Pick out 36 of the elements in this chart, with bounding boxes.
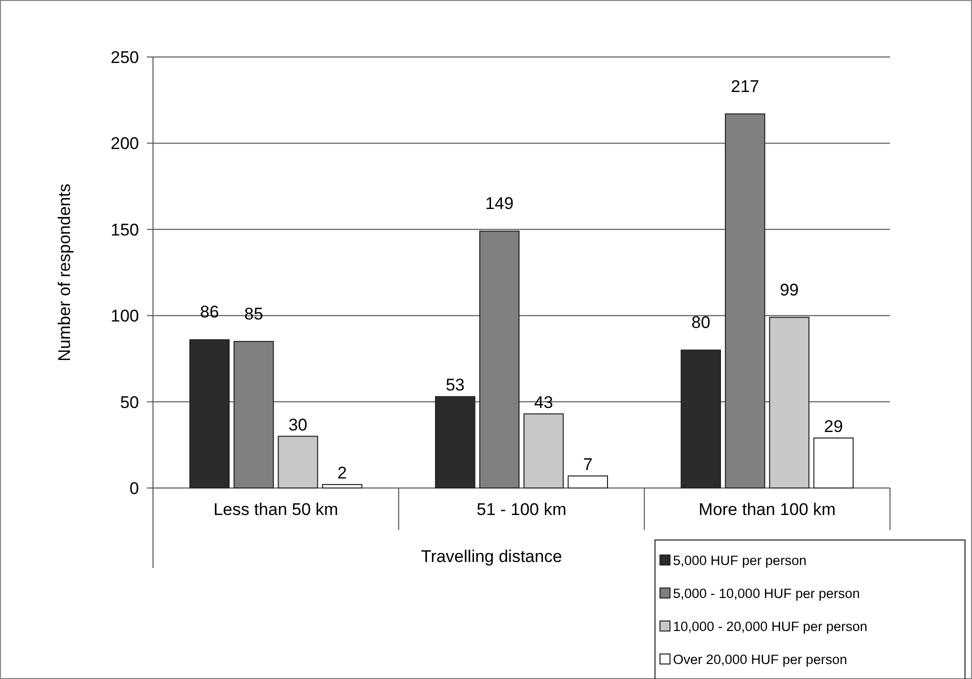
y-tick-label: 0 bbox=[130, 479, 139, 498]
bar bbox=[278, 436, 318, 488]
y-tick-label: 250 bbox=[110, 48, 139, 67]
x-tick-label: More than 100 km bbox=[698, 500, 836, 519]
data-label: 80 bbox=[691, 313, 710, 332]
y-axis-title: Number of respondents bbox=[55, 184, 74, 362]
data-label: 149 bbox=[485, 194, 514, 214]
bar bbox=[769, 316, 810, 488]
bar bbox=[568, 475, 608, 488]
bar bbox=[322, 484, 362, 488]
bar bbox=[724, 113, 766, 488]
bar bbox=[435, 396, 476, 488]
legend-label: 10,000 - 20,000 HUF per person bbox=[673, 619, 868, 634]
data-label: 7 bbox=[583, 454, 593, 474]
data-label: 99 bbox=[780, 280, 799, 300]
x-tick-label: 51 - 100 km bbox=[476, 500, 566, 519]
data-label: 29 bbox=[824, 417, 843, 436]
legend-label: 5,000 - 10,000 HUF per person bbox=[673, 586, 860, 601]
bar bbox=[189, 339, 230, 488]
y-tick-label: 100 bbox=[110, 306, 139, 326]
y-tick-label: 50 bbox=[120, 392, 139, 412]
legend-label: Over 20,000 HUF per person bbox=[673, 652, 848, 667]
bar bbox=[523, 413, 564, 488]
bar bbox=[234, 340, 274, 488]
data-label: 53 bbox=[446, 376, 465, 395]
x-axis-title: Travelling distance bbox=[420, 547, 562, 566]
x-tick-label: Less than 50 km bbox=[213, 500, 338, 519]
bar bbox=[813, 438, 854, 488]
y-tick-label: 150 bbox=[110, 220, 139, 240]
legend-label: 5,000 HUF per person bbox=[673, 553, 807, 568]
data-label: 30 bbox=[288, 415, 308, 434]
data-label: 217 bbox=[730, 76, 760, 96]
data-label: 2 bbox=[337, 464, 347, 483]
y-tick-label: 200 bbox=[110, 134, 139, 154]
bar bbox=[479, 230, 520, 488]
bar bbox=[680, 350, 721, 488]
